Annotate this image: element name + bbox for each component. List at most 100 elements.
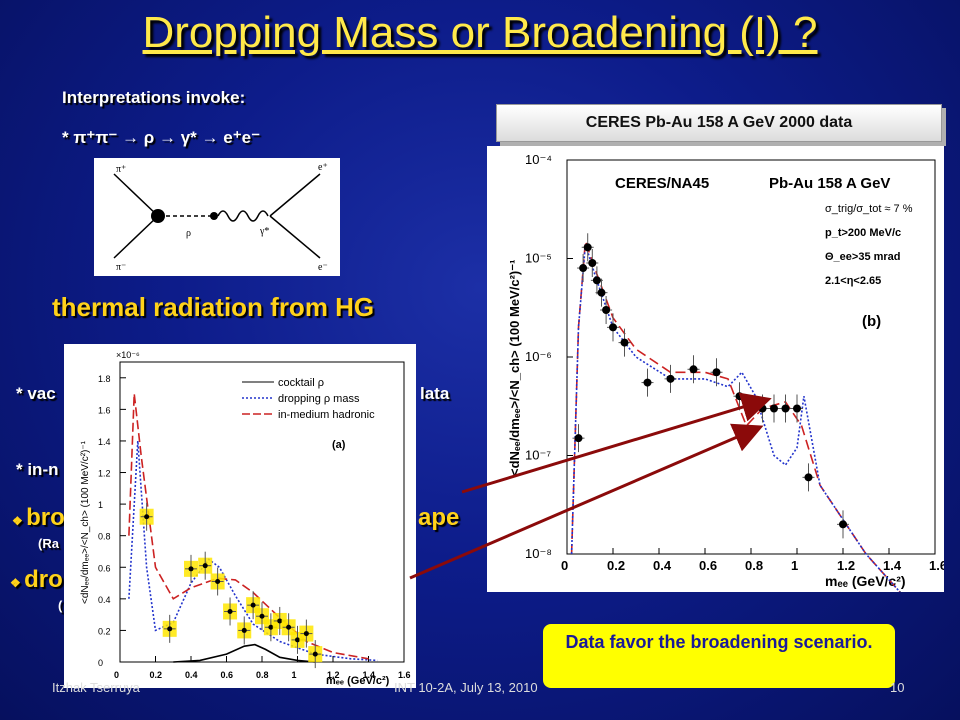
- legend-cocktail: cocktail ρ: [278, 377, 324, 389]
- data-point: [770, 404, 778, 413]
- data-point: [712, 368, 721, 377]
- data-point: [781, 404, 790, 413]
- interpretations-heading: Interpretations invoke:: [62, 88, 246, 107]
- data-point: [793, 404, 801, 413]
- x-tick-label: 1.4: [363, 670, 376, 680]
- data-point: [620, 338, 629, 347]
- data-point: [303, 631, 309, 637]
- data-point: [609, 323, 617, 332]
- data-point: [579, 264, 588, 273]
- data-point: [666, 374, 675, 383]
- data-point: [167, 626, 173, 632]
- series-line-cocktail-: [173, 643, 316, 663]
- broadening-label: ❖ bro: [12, 504, 65, 532]
- plot-b-ylabel: <dNₑₑ/dmₑₑ>/<N_ch> (100 MeV/c²)⁻¹: [507, 260, 522, 476]
- plot-a-ylabel: <dNₑₑ/dmₑₑ>/<N_ch> (100 MeV/c²)⁻¹: [80, 440, 91, 604]
- data-point: [227, 608, 233, 614]
- feyn-label-gamma: γ*: [259, 226, 269, 237]
- plot-a-panel-label: (a): [332, 439, 346, 451]
- data-point: [188, 566, 194, 572]
- plot-b-panel-label: (b): [862, 313, 881, 330]
- plot-a-xlabel: mₑₑ (GeV/c²): [326, 675, 390, 687]
- x-tick-label: 1.6: [398, 670, 411, 680]
- data-point: [839, 520, 847, 529]
- footer-venue: INT 10-2A, July 13, 2010: [394, 680, 538, 695]
- x-tick-label: 0.6: [699, 558, 717, 573]
- x-tick-label: 0.8: [745, 558, 763, 573]
- data-point: [250, 602, 256, 608]
- data-point: [643, 378, 652, 387]
- dropping-text: dro: [24, 566, 63, 593]
- conclusion-box: Data favor the broadening scenario.: [543, 624, 895, 688]
- feyn-label-eplus: e⁺: [318, 162, 328, 173]
- plot-b-ceres: CERES/NA45 Pb-Au 158 A GeV σ_trig/σ_tot …: [487, 146, 944, 592]
- data-point: [735, 392, 744, 401]
- broadening-text: bro: [26, 504, 65, 531]
- series-line-in-medium-hadronic: [570, 240, 902, 592]
- data-point: [295, 637, 300, 643]
- data-point: [804, 473, 813, 482]
- x-tick-label: 0.6: [221, 670, 234, 680]
- data-point: [583, 243, 592, 252]
- thermal-radiation-text: thermal radiation from HG: [52, 292, 375, 322]
- y-tick-label: 1: [98, 500, 103, 510]
- feyn-label-eminus: e⁻: [318, 262, 328, 273]
- data-point: [268, 624, 274, 630]
- diamond-bullet-icon: ❖: [10, 576, 25, 590]
- diamond-bullet-icon: ❖: [12, 514, 27, 528]
- x-tick-label: 1.6: [929, 558, 944, 573]
- dropping-ref: (: [58, 598, 63, 613]
- plot-b-header-left: CERES/NA45: [615, 175, 709, 192]
- y-tick-label: 0.8: [98, 532, 111, 542]
- plot-b-header-right: Pb-Au 158 A GeV: [769, 175, 890, 192]
- data-point: [241, 627, 247, 633]
- plot-b-cut-2: Θ_ee>35 mrad: [825, 251, 901, 263]
- y-tick-label: 0.2: [98, 626, 111, 636]
- footer-page-number: 10: [890, 680, 905, 695]
- data-point: [592, 276, 601, 285]
- ceres-header-bar: CERES Pb-Au 158 A GeV 2000 data: [496, 104, 942, 142]
- y-tick-label: 1.2: [98, 469, 111, 479]
- x-tick-label: 1.2: [327, 670, 340, 680]
- y-tick-label: 1.8: [98, 374, 111, 384]
- plot-b-cut-1: p_t>200 MeV/c: [825, 227, 901, 239]
- y-tick-label: 10⁻⁴: [525, 152, 552, 167]
- plot-a-scale-label: ×10⁻⁶: [116, 350, 140, 360]
- data-point: [144, 514, 150, 520]
- y-tick-label: 10⁻⁷: [525, 448, 551, 463]
- data-point: [286, 624, 292, 630]
- broadening-ref: (Ra: [38, 536, 59, 551]
- plot-b-cut-0: σ_trig/σ_tot ≈ 7 %: [825, 203, 913, 215]
- x-tick-label: 0.8: [256, 670, 269, 680]
- series-line-dropping-mass: [570, 243, 902, 592]
- y-tick-label: 0: [98, 658, 103, 668]
- plot-b-xlabel: mₑₑ (GeV/c²): [825, 573, 906, 589]
- x-tick-label: 0: [561, 558, 568, 573]
- x-tick-label: 0: [114, 670, 119, 680]
- data-point: [689, 365, 698, 374]
- y-tick-label: 10⁻⁵: [525, 251, 552, 266]
- data-point: [277, 618, 283, 624]
- legend-inmedium: in-medium hadronic: [278, 409, 375, 421]
- data-point: [215, 578, 221, 584]
- data-point: [574, 434, 583, 443]
- legend-dropping: dropping ρ mass: [278, 393, 360, 405]
- bullet-inmedium: * in-n: [16, 460, 59, 479]
- x-tick-label: 0.2: [150, 670, 163, 680]
- x-tick-label: 1.2: [837, 558, 855, 573]
- x-tick-label: 1: [791, 558, 798, 573]
- plot-b-cut-3: 2.1<η<2.65: [825, 275, 881, 287]
- feyn-label-rho: ρ: [186, 228, 191, 239]
- data-point: [312, 651, 318, 657]
- plot-a-legend: cocktail ρ dropping ρ mass in-medium had…: [242, 377, 375, 421]
- series-line-in-medium-hadronic: [128, 393, 369, 660]
- data-point: [202, 563, 208, 569]
- x-tick-label: 0.4: [185, 670, 198, 680]
- bullet-vacuum-tail: lata: [420, 384, 450, 403]
- x-tick-label: 0.2: [607, 558, 625, 573]
- feyn-label-piminus: π⁻: [116, 262, 126, 273]
- y-tick-label: 10⁻⁸: [525, 546, 552, 561]
- plot-frame: [566, 159, 936, 555]
- broadening-tail: ape: [418, 504, 460, 531]
- feynman-diagram: π⁺ π⁻ ρ γ* e⁺ e⁻: [94, 158, 340, 276]
